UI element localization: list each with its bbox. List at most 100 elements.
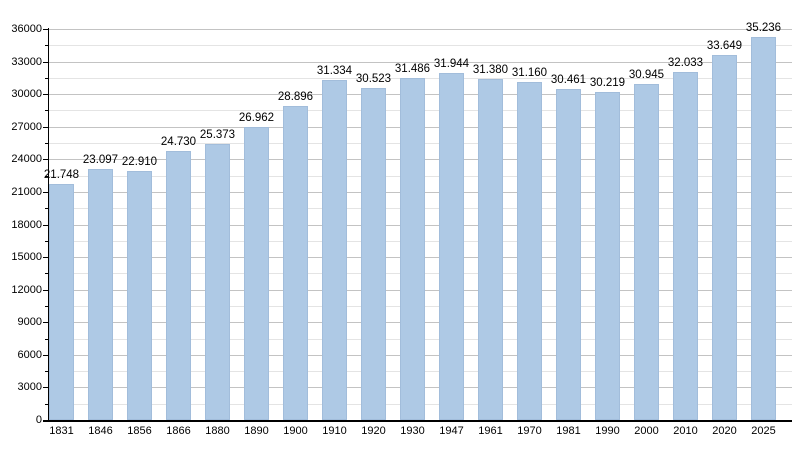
bar-value-label: 31.160 (511, 66, 548, 79)
y-axis-tick (43, 289, 48, 291)
x-tick-label: 1880 (205, 425, 230, 437)
y-axis-tick (43, 257, 48, 259)
y-axis-minor-tick (45, 110, 48, 112)
y-tick-label: 27000 (11, 120, 42, 133)
x-tick-label: 1947 (439, 425, 464, 437)
y-axis-minor-tick (45, 77, 48, 79)
bar-value-label: 23.097 (82, 154, 119, 167)
bar (556, 89, 581, 420)
y-axis-tick (43, 224, 48, 226)
x-tick-label: 2010 (673, 425, 698, 437)
bar (283, 106, 308, 420)
y-tick-label: 33000 (11, 55, 42, 68)
y-axis (48, 28, 49, 422)
y-axis-minor-tick (45, 305, 48, 307)
bar-value-label: 33.649 (706, 39, 743, 52)
bar (49, 183, 74, 420)
y-tick-label: 0 (35, 414, 42, 426)
bar (400, 78, 425, 420)
bar (361, 88, 386, 420)
bar-value-label: 22.910 (121, 156, 158, 169)
bar (244, 127, 269, 420)
x-tick-label: 1910 (322, 425, 347, 437)
y-axis-minor-tick (45, 273, 48, 275)
y-tick-label: 9000 (17, 316, 42, 329)
bar (439, 73, 464, 420)
x-tick-label: 1990 (595, 425, 620, 437)
y-tick-label: 12000 (11, 283, 42, 296)
y-axis-minor-tick (45, 338, 48, 340)
bar-value-label: 30.461 (550, 74, 587, 87)
bar-value-label: 26.962 (238, 112, 275, 125)
bar-value-label: 24.730 (160, 136, 197, 149)
bar-value-label: 31.380 (472, 64, 509, 77)
x-tick-label: 2000 (634, 425, 659, 437)
x-tick-label: 1831 (49, 425, 74, 437)
x-tick-label: 1846 (88, 425, 113, 437)
minor-gridline (48, 45, 792, 47)
bar-value-label: 30.523 (355, 73, 392, 86)
major-gridline (48, 61, 792, 63)
x-tick-label: 1890 (244, 425, 269, 437)
y-tick-label: 21000 (11, 185, 42, 198)
bar-value-label: 28.896 (277, 91, 314, 104)
y-axis-tick (43, 191, 48, 193)
bar-value-label: 30.219 (589, 76, 626, 89)
x-tick-label: 1866 (166, 425, 191, 437)
bar (751, 37, 776, 420)
y-axis-minor-tick (45, 143, 48, 145)
y-axis-tick (43, 61, 48, 63)
y-axis-minor-tick (45, 175, 48, 177)
x-tick-label: 1961 (478, 425, 503, 437)
bar-value-label: 31.944 (433, 58, 470, 71)
x-tick-label: 2020 (712, 425, 737, 437)
y-axis-tick (43, 354, 48, 356)
y-tick-label: 36000 (11, 23, 42, 35)
y-tick-label: 24000 (11, 153, 42, 166)
bar (712, 54, 737, 420)
x-tick-label: 2025 (751, 425, 776, 437)
y-axis-minor-tick (45, 240, 48, 242)
x-tick-label: 1856 (127, 425, 152, 437)
y-axis-tick (43, 387, 48, 389)
bar (595, 91, 620, 420)
bar-value-label: 21.748 (43, 168, 80, 181)
y-axis-minor-tick (45, 403, 48, 405)
y-tick-label: 18000 (11, 218, 42, 231)
y-axis-minor-tick (45, 45, 48, 47)
y-axis-minor-tick (45, 208, 48, 210)
bar-value-label: 25.373 (199, 129, 236, 142)
bar (478, 79, 503, 420)
bar-value-label: 31.486 (394, 63, 431, 76)
x-tick-label: 1970 (517, 425, 542, 437)
y-axis-tick (43, 94, 48, 96)
x-tick-label: 1920 (361, 425, 386, 437)
y-axis-tick (43, 322, 48, 324)
y-tick-label: 15000 (11, 251, 42, 264)
x-tick-label: 1930 (400, 425, 425, 437)
x-axis (43, 420, 792, 422)
bar-value-label: 32.033 (667, 57, 704, 70)
bar-value-label: 31.334 (316, 64, 353, 77)
bar (205, 144, 230, 420)
y-axis-tick (43, 159, 48, 161)
x-tick-label: 1981 (556, 425, 581, 437)
bar-value-label: 35.236 (745, 22, 782, 35)
y-tick-label: 30000 (11, 88, 42, 101)
bar (673, 72, 698, 420)
bar (127, 171, 152, 420)
bar (88, 169, 113, 420)
y-tick-label: 6000 (17, 348, 42, 361)
y-axis-minor-tick (45, 371, 48, 373)
bar-value-label: 30.945 (628, 68, 665, 81)
bar (166, 151, 191, 420)
bar (634, 83, 659, 420)
y-axis-tick (43, 29, 48, 30)
x-tick-label: 1900 (283, 425, 308, 437)
y-axis-tick (43, 126, 48, 128)
bar (322, 79, 347, 420)
bar (517, 81, 542, 420)
y-tick-label: 3000 (17, 381, 42, 394)
major-gridline (48, 29, 792, 30)
